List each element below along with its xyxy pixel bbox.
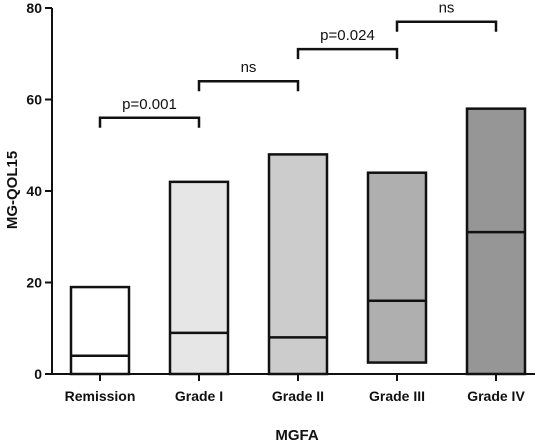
boxes-group	[69, 107, 527, 376]
y-tick-label: 60	[26, 92, 42, 108]
x-category-label: Remission	[65, 388, 136, 404]
significance-bracket	[98, 116, 201, 128]
box-remission	[69, 285, 131, 376]
significance-label: p=0.024	[320, 27, 375, 44]
significance-bracket	[395, 20, 498, 32]
significance-label: p=0.001	[122, 96, 177, 113]
significance-label: ns	[439, 0, 455, 17]
x-category-label: Grade I	[175, 388, 223, 404]
significance-brackets: p=0.001 ns p=0.024 ns	[98, 0, 498, 128]
x-category-label: Grade III	[369, 388, 425, 404]
box-grade-ii	[267, 153, 329, 376]
y-tick-label: 40	[26, 183, 42, 199]
y-tick-label: 80	[26, 0, 42, 16]
y-axis-title: MG-QOL15	[4, 151, 21, 229]
significance-bracket	[197, 79, 300, 92]
box-grade-iii	[366, 171, 428, 364]
x-category-label: Grade IV	[467, 388, 525, 404]
significance-label: ns	[241, 59, 257, 76]
box-grade-iv	[465, 107, 527, 376]
x-axis-title: MGFA	[275, 427, 318, 444]
box-grade-i	[168, 180, 230, 376]
axes-group: 0 20 40 60 80 Remission Grade I Grade II Grade I…	[26, 0, 535, 404]
y-tick-label: 20	[26, 275, 42, 291]
x-category-label: Grade II	[272, 388, 324, 404]
y-tick-label: 0	[34, 366, 42, 382]
significance-bracket	[296, 47, 399, 60]
